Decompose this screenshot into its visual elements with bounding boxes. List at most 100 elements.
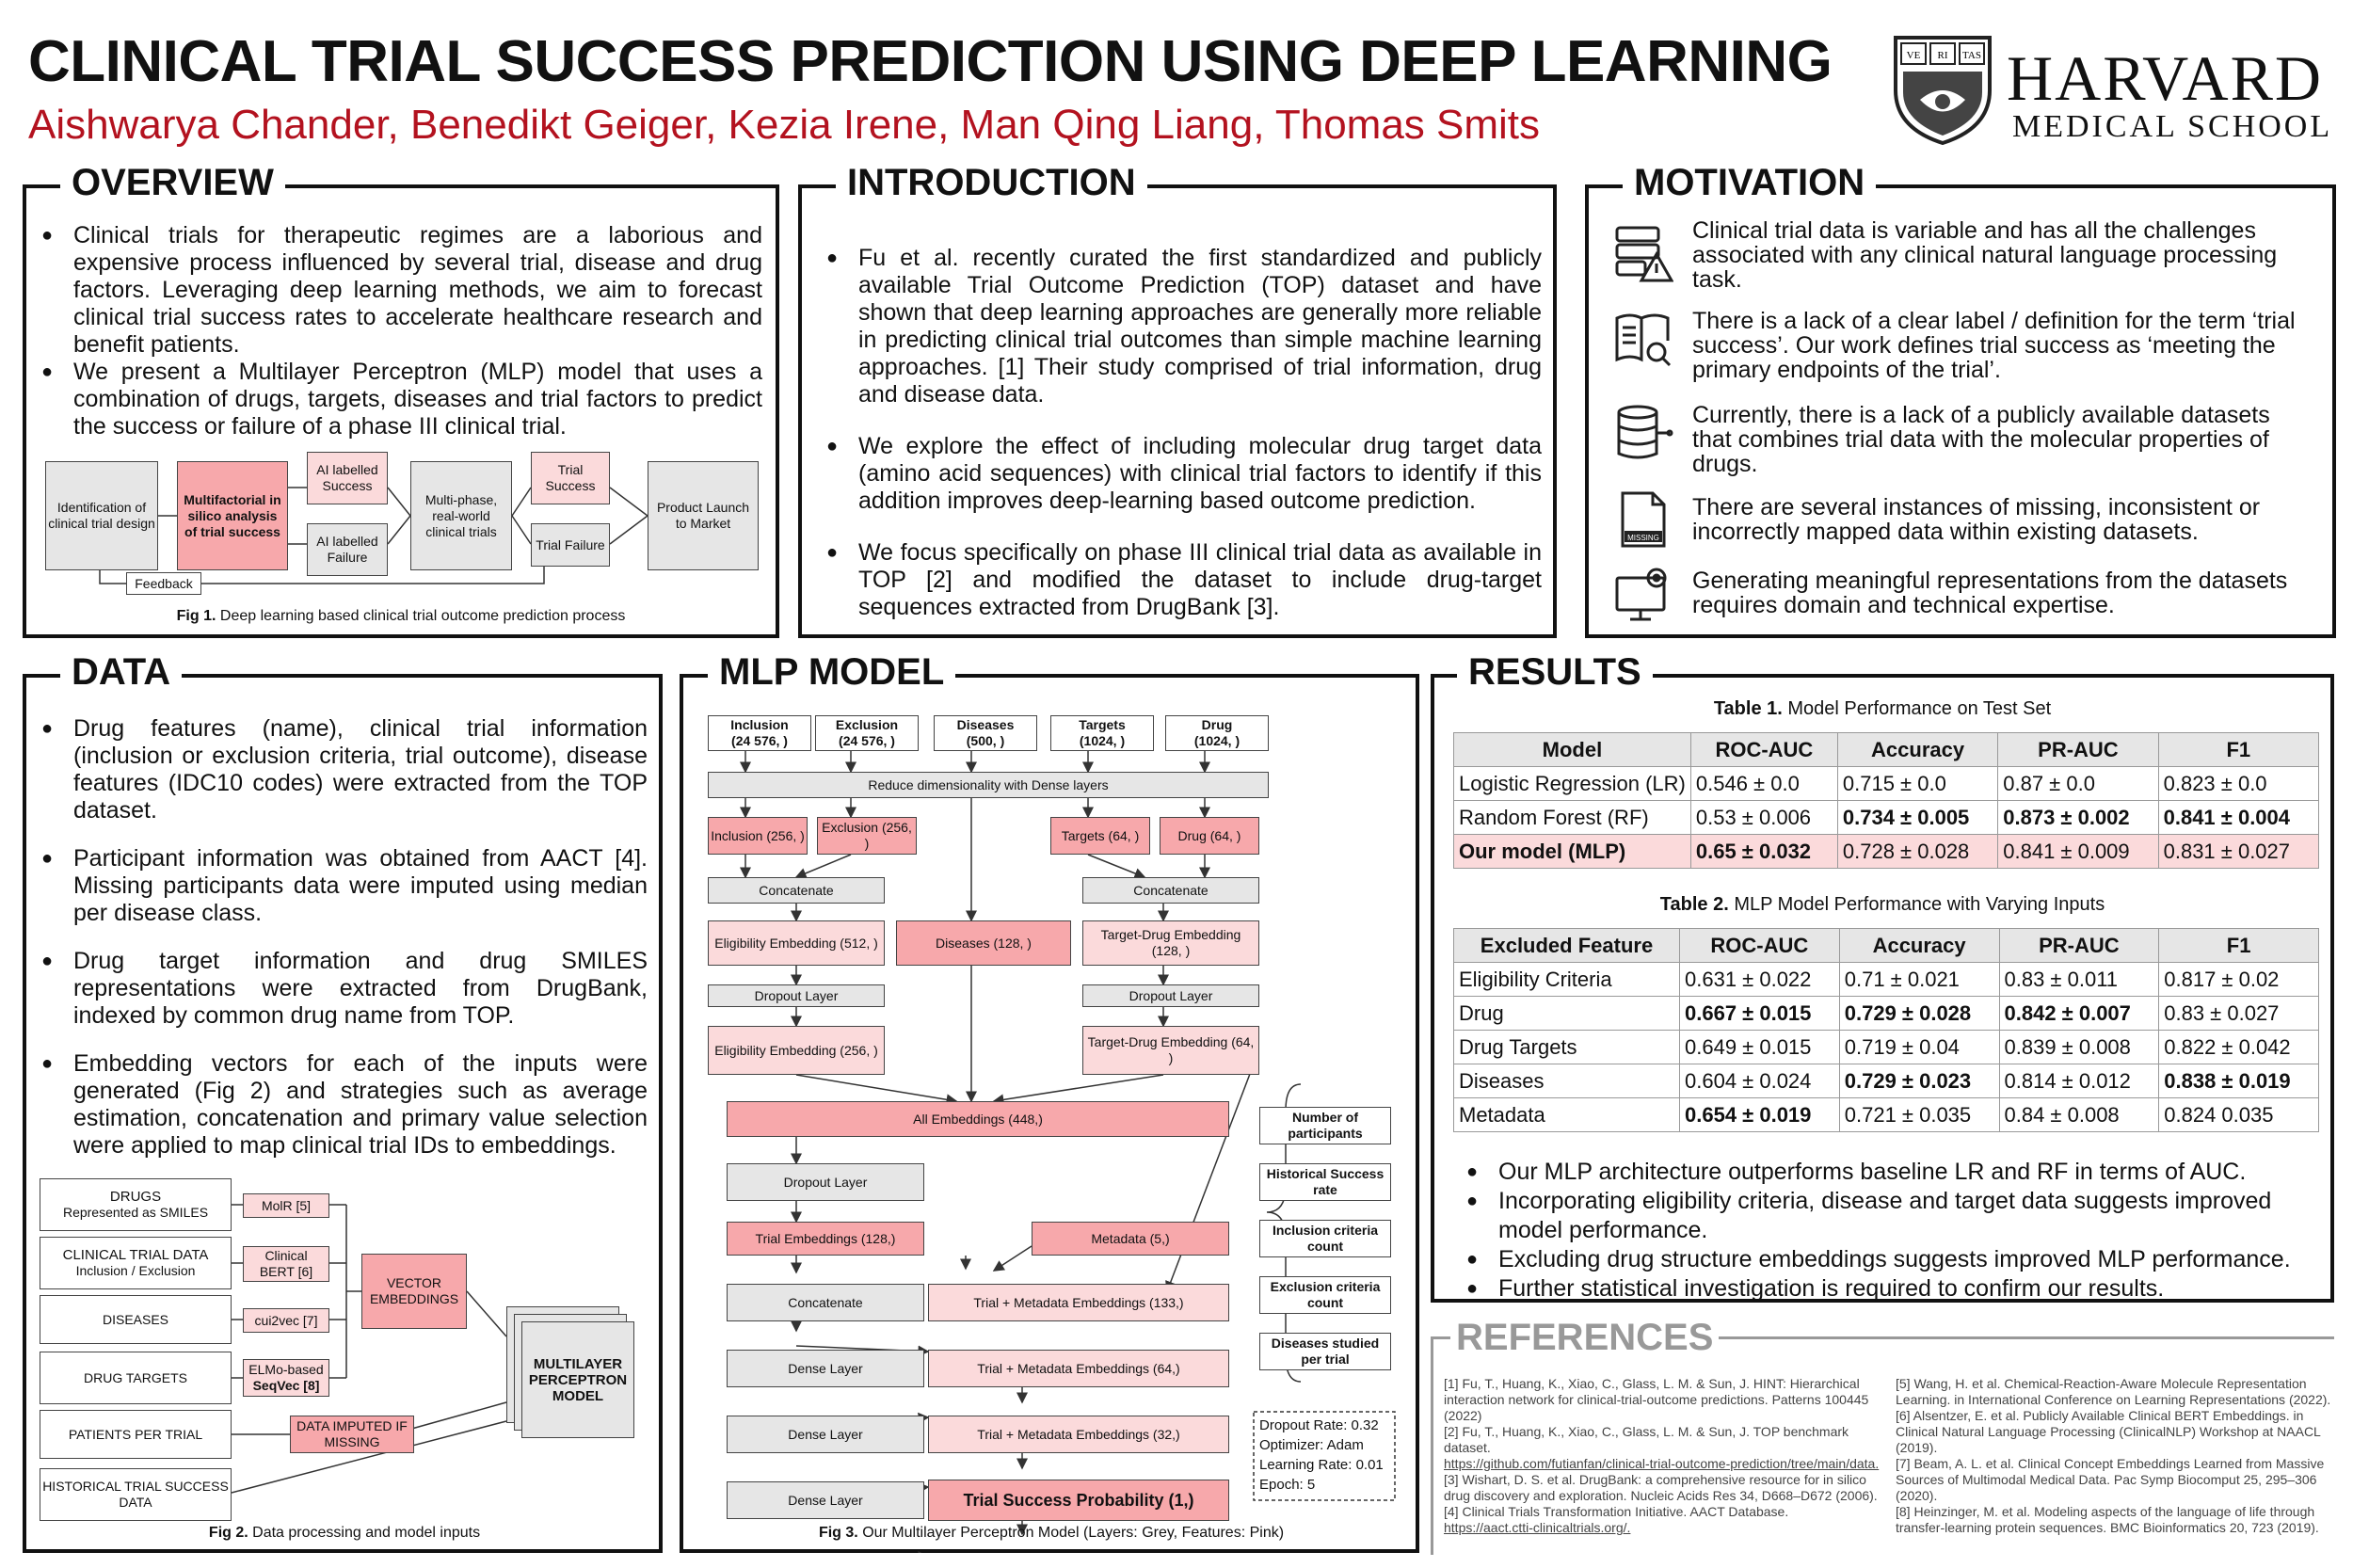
mlp-trial-meta-32: Trial + Metadata Embeddings (32,) [928,1416,1229,1453]
table2-row: Drug 0.667 ± 0.015 0.729 ± 0.028 0.842 ± 0.… [1453,996,2319,1031]
fig1-caption: Fig 1. Deep learning based clinical tria… [176,608,626,624]
table2-row: Drug Targets 0.649 ± 0.015 0.719 ± 0.04 0.8… [1453,1030,2319,1064]
mlp-input-exclusion: Exclusion (24 576, ) [815,715,919,751]
motivation-item-2: There is a lack of a clear label / defin… [1692,308,2296,383]
mlp-targets-64: Targets (64, ) [1050,817,1150,855]
fig1-feedback-label: Feedback [126,572,201,595]
fig2-drug-targets: DRUG TARGETS [40,1352,232,1404]
mlp-input-drug: Drug (1024, ) [1165,715,1269,751]
data-panel: DATA Drug features (name), clinical tria… [23,651,663,1553]
table1: Model ROC-AUC Accuracy PR-AUC F1 Logistic Re… [1453,732,2320,869]
fig1-node-multiphase: Multi-phase, real-world clinical trials [410,461,512,570]
mlp-input-targets: Targets (1024, ) [1050,715,1154,751]
table1-row: Random Forest (RF) 0.53 ± 0.006 0.734 ± 0.… [1453,800,2320,835]
references-left: [1] Fu, T., Huang, K., Xiao, C., Glass, … [1444,1376,1880,1535]
mlp-dense-1: Dense Layer [727,1350,924,1387]
mlp-concat-target-drug: Concatenate [1082,877,1259,904]
fig2-mlp-model: MULTILAYER PERCEPTRON MODEL [521,1321,634,1438]
data-bullet-4: Embedding vectors for each of the inputs… [41,1050,648,1160]
results-panel: RESULTS Table 1. Model Performance on Te… [1431,651,2334,1304]
svg-text:VE: VE [1907,50,1921,61]
mlp-metadata: Metadata (5,) [1032,1222,1229,1256]
motivation-title: MOTIVATION [1623,162,1877,204]
mlp-meta-inclusion-count: Inclusion criteria count [1259,1220,1391,1257]
logo-school: MEDICAL SCHOOL [2012,109,2333,144]
fig2-clinical-bert: Clinical BERT [6] [243,1246,329,1282]
fig1-node-multifactorial: Multifactorial in silico analysis of tri… [177,461,288,570]
overview-title: OVERVIEW [60,162,285,204]
introduction-panel: INTRODUCTION Fu et al. recently curated … [798,162,1557,638]
table2: Excluded Feature ROC-AUC Accuracy PR-AUC F1 … [1453,928,2319,1132]
intro-bullet-1: Fu et al. recently curated the first sta… [826,245,1542,408]
mlp-all-embeddings: All Embeddings (448,) [727,1101,1229,1137]
intro-bullet-3: We focus specifically on phase III clini… [826,539,1542,621]
fig1-node-product-launch: Product Launch to Market [648,461,759,570]
computer-gear-icon [1615,568,1667,621]
mlp-target-drug-128: Target-Drug Embedding (128, ) [1082,920,1259,966]
mlp-concat-trial-meta: Concatenate [727,1284,924,1321]
table2-row: Metadata 0.654 ± 0.019 0.721 ± 0.035 0.84 ±… [1453,1097,2319,1132]
poster-authors: Aishwarya Chander, Benedikt Geiger, Kezi… [28,102,1541,148]
fig2-cui2vec: cui2vec [7] [243,1308,329,1333]
mlp-meta-historical: Historical Success rate [1259,1163,1391,1201]
references-box: REFERENCES [1431,1317,2334,1555]
introduction-title: INTRODUCTION [836,162,1147,204]
motivation-panel: MOTIVATION MISSING Clinical trial data i… [1585,162,2336,638]
mlp-concat-eligibility: Concatenate [708,877,885,904]
mlp-target-drug-64: Target-Drug Embedding (64, ) [1082,1026,1259,1075]
introduction-bullets: Fu et al. recently curated the first sta… [821,245,1542,621]
overview-bullets: Clinical trials for therapeutic regimes … [36,222,762,440]
fig2-drugs: DRUGS Represented as SMILES [40,1178,232,1231]
data-bullet-3: Drug target information and drug SMILES … [41,948,648,1030]
poster-title: CLINICAL TRIAL SUCCESS PREDICTION USING … [28,29,1833,94]
mlp-dropout-target-drug: Dropout Layer [1082,984,1259,1007]
mlp-input-inclusion: Inclusion (24 576, ) [708,715,811,751]
mlp-success-probability: Trial Success Probability (1,) [928,1480,1229,1521]
mlp-eligibility-256: Eligibility Embedding (256, ) [708,1026,885,1075]
fig2-elmo-seqvec: ELMo-based SeqVec [8] [243,1359,329,1397]
fig2-vector-embeddings: VECTOR EMBEDDINGS [361,1254,467,1329]
mlp-meta-diseases-studied: Diseases studied per trial [1259,1333,1391,1370]
fig2-historical: HISTORICAL TRIAL SUCCESS DATA [40,1468,232,1521]
results-bullets: Our MLP architecture outperforms baselin… [1461,1158,2317,1304]
table1-row: Logistic Regression (LR) 0.546 ± 0.0 0.715… [1453,766,2320,801]
mlp-dropout-eligibility: Dropout Layer [708,984,885,1007]
svg-text:RI: RI [1938,50,1948,61]
mlp-input-diseases: Diseases (500, ) [934,715,1037,751]
mlp-dense-2: Dense Layer [727,1416,924,1453]
mlp-reduce-layer: Reduce dimensionality with Dense layers [708,772,1269,798]
mlp-title: MLP MODEL [708,651,956,694]
fig1-connectors [99,487,648,584]
motivation-item-5: Generating meaningful representations fr… [1692,568,2288,618]
table1-caption: Table 1. Model Performance on Test Set [1713,698,2052,719]
mlp-arrows [740,751,1396,1553]
data-bullets: Drug features (name), clinical trial inf… [36,715,648,1160]
data-warning-icon [1615,226,1673,282]
references-right: [5] Wang, H. et al. Chemical-Reaction-Aw… [1896,1376,2331,1535]
references-title: REFERENCES [1450,1317,1720,1359]
mlp-panel: MLP MODEL Inclusion (24 576, ) [680,651,1419,1553]
mlp-eligibility-512: Eligibility Embedding (512, ) [708,920,885,966]
fig2-data-imputed: DATA IMPUTED IF MISSING [290,1416,414,1453]
mlp-meta-participants: Number of participants [1259,1107,1391,1144]
mlp-hyperparameters: Dropout Rate: 0.32 Optimizer: Adam Learnin… [1259,1417,1384,1493]
mlp-trial-embeddings: Trial Embeddings (128,) [727,1222,924,1256]
table2-header-row: Excluded Feature ROC-AUC Accuracy PR-AUC F1 [1453,928,2319,963]
fig2-caption: Fig 2. Data processing and model inputs [208,1525,481,1541]
intro-bullet-2: We explore the effect of including molec… [826,433,1542,515]
motivation-item-4: There are several instances of missing, … [1692,494,2261,545]
database-icon [1617,405,1673,459]
book-search-icon [1615,313,1672,367]
mlp-dropout-all: Dropout Layer [727,1163,924,1201]
results-bullet-3: Excluding drug structure embeddings sugg… [1466,1245,2317,1274]
missing-file-icon: MISSING [1621,491,1666,548]
table2-row: Diseases 0.604 ± 0.024 0.729 ± 0.023 0.814 … [1453,1064,2319,1098]
mlp-trial-meta-64: Trial + Metadata Embeddings (64,) [928,1350,1229,1387]
motivation-item-3: Currently, there is a lack of a publicly… [1692,402,2270,477]
harvard-shield-icon: VE RI TAS [1894,36,1992,145]
data-bullet-1: Drug features (name), clinical trial inf… [41,715,648,824]
fig2-molr: MolR [5] [243,1193,329,1218]
results-bullet-4: Further statistical investigation is req… [1466,1274,2317,1304]
mlp-meta-exclusion-count: Exclusion criteria count [1259,1276,1391,1314]
overview-panel: OVERVIEW Clinical trials for therapeutic… [23,162,779,638]
